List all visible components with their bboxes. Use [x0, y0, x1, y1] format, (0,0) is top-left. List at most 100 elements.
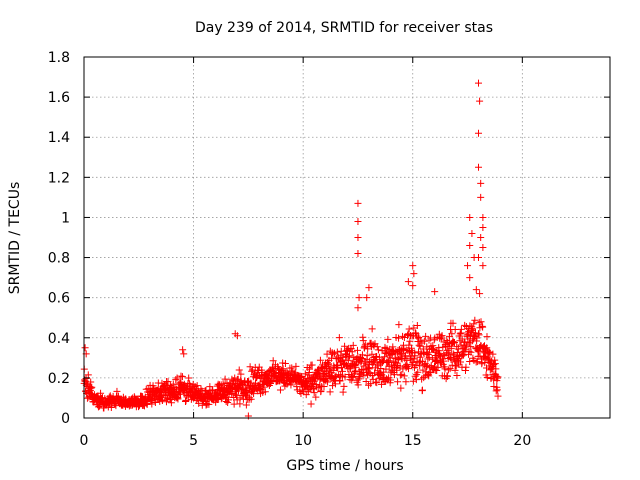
- y-tick-label: 1.4: [48, 130, 70, 146]
- data-point: [429, 342, 437, 350]
- data-point: [466, 213, 474, 221]
- data-point: [480, 352, 488, 360]
- data-point: [158, 397, 166, 405]
- data-point: [356, 370, 364, 378]
- data-point: [195, 399, 203, 407]
- data-point: [395, 321, 403, 329]
- data-point: [490, 376, 498, 384]
- data-point: [87, 378, 95, 386]
- data-point: [479, 223, 487, 231]
- grid: [84, 57, 610, 418]
- y-tick-labels: 0 0.2 0.4 0.6 0.8 1 1.2 1.4 1.6 1.8: [48, 50, 70, 427]
- data-point: [180, 350, 188, 358]
- y-tick-label: 0.6: [48, 291, 70, 307]
- data-point: [494, 392, 502, 400]
- data-point: [456, 330, 464, 338]
- data-point: [362, 377, 370, 385]
- data-point: [151, 399, 159, 407]
- data-point: [435, 347, 443, 355]
- data-point: [475, 254, 482, 262]
- data-point: [317, 387, 325, 395]
- data-point: [466, 358, 474, 366]
- data-point: [365, 284, 373, 292]
- x-axis-label: GPS time / hours: [286, 458, 403, 474]
- data-point: [179, 346, 187, 354]
- data-point: [490, 382, 498, 390]
- data-point: [319, 371, 327, 379]
- data-point: [397, 384, 405, 392]
- data-point: [388, 349, 396, 357]
- data-point: [475, 79, 482, 87]
- data-point: [353, 376, 361, 384]
- data-point: [84, 371, 92, 379]
- data-point: [485, 348, 493, 356]
- data-point: [339, 367, 347, 375]
- data-point: [418, 386, 426, 394]
- data-point: [483, 344, 491, 352]
- data-point: [247, 395, 255, 403]
- data-point: [269, 357, 277, 365]
- data-point: [405, 325, 413, 333]
- data-point: [409, 377, 417, 385]
- data-point: [381, 348, 389, 356]
- data-point: [476, 290, 484, 298]
- data-point: [384, 335, 392, 343]
- data-point: [312, 393, 320, 401]
- data-point: [87, 390, 95, 398]
- data-point: [449, 350, 457, 358]
- data-point: [492, 365, 500, 373]
- data-point: [483, 333, 491, 341]
- x-tick-label: 0: [80, 433, 89, 449]
- data-point: [307, 400, 315, 408]
- y-tick-label: 0: [61, 411, 70, 427]
- y-tick-label: 0.8: [48, 251, 70, 267]
- data-point: [261, 388, 269, 396]
- data-point: [400, 333, 408, 341]
- data-point: [467, 348, 475, 356]
- data-point: [341, 373, 349, 381]
- data-point: [177, 372, 185, 380]
- data-point: [426, 369, 434, 377]
- x-tick-labels: 0 5 10 15 20: [80, 433, 532, 449]
- data-point: [113, 387, 121, 395]
- data-point: [442, 342, 450, 350]
- data-point: [172, 376, 180, 384]
- data-point: [178, 373, 186, 381]
- data-point: [475, 318, 483, 326]
- plot-frame: [83, 56, 611, 419]
- data-point: [363, 294, 371, 302]
- data-point: [358, 351, 366, 359]
- data-point: [245, 394, 253, 402]
- data-point: [88, 383, 96, 391]
- data-point: [402, 378, 410, 386]
- data-point: [457, 329, 465, 337]
- data-point: [477, 179, 485, 187]
- data-point: [367, 380, 375, 388]
- data-point: [396, 371, 404, 379]
- data-point: [476, 97, 484, 105]
- data-point: [329, 350, 337, 358]
- data-point: [236, 400, 244, 408]
- data-point: [282, 379, 290, 387]
- data-point: [368, 325, 376, 333]
- y-tick-label: 1.8: [48, 50, 70, 66]
- data-point: [424, 349, 432, 357]
- data-point: [349, 372, 357, 380]
- data-point: [368, 350, 376, 358]
- y-axis-label: SRMTID / TECUs: [7, 182, 23, 295]
- x-tick-label: 10: [294, 433, 312, 449]
- data-point: [164, 378, 172, 386]
- y-tick-label: 0.2: [48, 371, 70, 387]
- data-point: [409, 282, 417, 290]
- data-point: [359, 372, 367, 380]
- data-point: [324, 378, 332, 386]
- data-point: [373, 343, 381, 351]
- y-tick-label: 1: [61, 210, 70, 226]
- data-point: [341, 342, 349, 350]
- data-point: [374, 346, 382, 354]
- data-point: [288, 364, 296, 372]
- data-point: [479, 262, 487, 270]
- data-point: [425, 372, 433, 380]
- y-tick-label: 1.2: [48, 170, 70, 186]
- data-point: [460, 351, 468, 359]
